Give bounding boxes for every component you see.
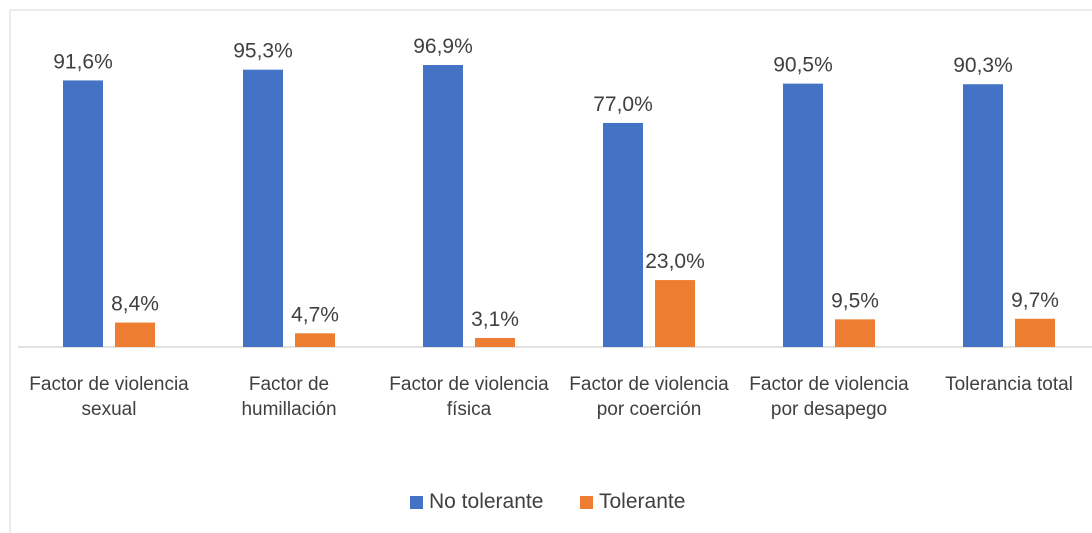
x-tick-label: Factor de violencia física bbox=[389, 374, 549, 420]
x-tick-label: Factor de violencia por desapego bbox=[749, 374, 909, 420]
data-label: 9,7% bbox=[1011, 289, 1059, 312]
bar bbox=[295, 333, 335, 347]
bar bbox=[423, 65, 463, 347]
bar bbox=[243, 69, 283, 347]
data-label: 90,5% bbox=[773, 54, 833, 77]
data-label: 96,9% bbox=[413, 35, 473, 58]
data-label: 90,3% bbox=[953, 54, 1013, 77]
bar bbox=[835, 319, 875, 347]
bar bbox=[475, 337, 515, 347]
data-label: 9,5% bbox=[831, 289, 879, 312]
bar bbox=[63, 80, 103, 347]
x-tick-label: Factor de violencia por coerción bbox=[569, 374, 729, 420]
data-label: 23,0% bbox=[645, 250, 705, 273]
legend-swatch bbox=[580, 495, 593, 509]
data-label: 8,4% bbox=[111, 293, 159, 316]
x-tick-label: Tolerancia total bbox=[945, 374, 1073, 395]
bar bbox=[655, 280, 695, 347]
bar bbox=[603, 122, 643, 348]
data-label: 95,3% bbox=[233, 40, 293, 63]
legend-label: No tolerante bbox=[429, 490, 544, 513]
legend-label: Tolerante bbox=[599, 490, 686, 513]
data-label: 77,0% bbox=[593, 93, 653, 116]
legend-item: No tolerante bbox=[410, 490, 543, 514]
data-label: 91,6% bbox=[53, 50, 113, 73]
x-tick-label: Factor de humillación bbox=[241, 374, 337, 420]
chart-border bbox=[9, 9, 1092, 533]
data-label: 4,7% bbox=[291, 303, 339, 326]
bar bbox=[783, 83, 823, 348]
x-tick-label: Factor de violencia sexual bbox=[29, 374, 189, 420]
bar bbox=[963, 84, 1003, 348]
bar bbox=[1015, 318, 1055, 347]
legend-swatch bbox=[410, 495, 423, 509]
bar bbox=[115, 322, 155, 347]
legend-item: Tolerante bbox=[580, 490, 685, 514]
data-label: 3,1% bbox=[471, 308, 519, 331]
